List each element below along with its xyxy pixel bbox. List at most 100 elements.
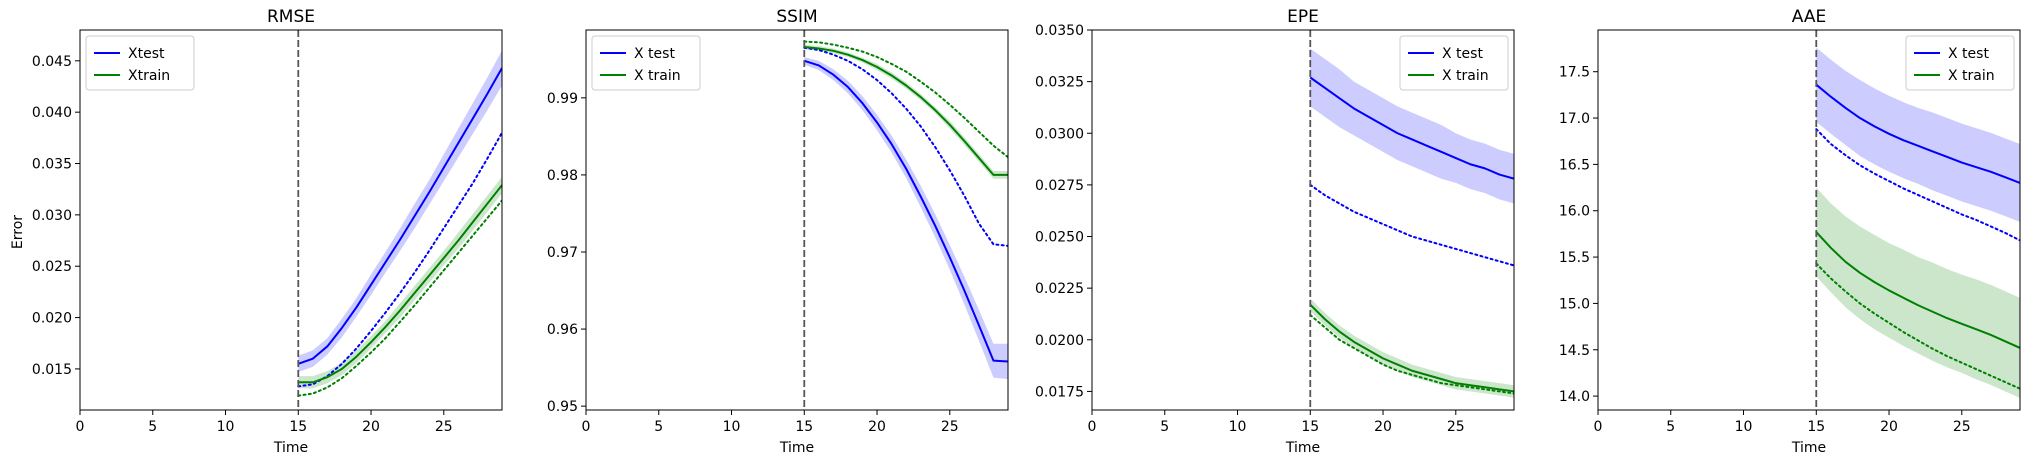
y-tick-label: 15.5 (1559, 250, 1590, 266)
y-tick-label: 0.0250 (1035, 230, 1084, 246)
chart-panel-rmse: 0 5 10 15 20 25 0.015 0.020 0.025 0.030 0.035 0.040… (32, 7, 503, 456)
plot-area (1309, 48, 1514, 398)
x-axis-label: Time (779, 440, 814, 456)
y-tick-label: 0.030 (32, 208, 72, 224)
dotted-series-line-3 (803, 40, 1008, 159)
plot-frame (1091, 29, 1515, 411)
y-tick-label: 0.98 (547, 168, 578, 184)
x-axis-label: Time (1285, 440, 1320, 456)
plot-area (1815, 47, 2020, 398)
x-tick-label: 5 (1666, 419, 1675, 435)
y-tick-label: 0.99 (547, 91, 578, 107)
y-tick-label: 14.0 (1559, 389, 1590, 405)
y-tick-label: 0.95 (547, 399, 578, 415)
dotted-series-line-1 (803, 46, 1008, 247)
x-tick-label: 0 (76, 419, 85, 435)
dotted-series-line-1 (1309, 183, 1514, 267)
x-axis-label: Time (1791, 440, 1826, 456)
y-tick-label: 16.5 (1559, 157, 1590, 173)
plot-area (297, 50, 502, 397)
x-tick-label: 20 (1880, 419, 1898, 435)
legend-box (1399, 35, 1509, 91)
x-tick-label: 25 (1953, 419, 1971, 435)
series-line-0 (803, 59, 1008, 363)
confidence-band-2 (298, 176, 502, 389)
x-tick-label: 20 (868, 419, 886, 435)
series-line-2 (1309, 303, 1514, 393)
legend-label: X test (634, 46, 675, 62)
plot-frame (1597, 29, 2021, 411)
x-tick-label: 10 (217, 419, 235, 435)
legend-label: X test (1948, 46, 1989, 62)
confidence-band-0 (298, 50, 502, 373)
y-tick-label: 0.96 (547, 322, 578, 338)
y-tick-label: 14.5 (1559, 343, 1590, 359)
dotted-series-line-3 (1309, 314, 1514, 395)
legend-box (85, 35, 195, 91)
legend-label: X test (1442, 46, 1483, 62)
y-tick-label: 0.0300 (1035, 126, 1084, 142)
y-tick-label: 0.045 (32, 54, 72, 70)
legend-label: Xtrain (128, 68, 170, 84)
plot-frame (79, 29, 503, 411)
y-tick-label: 16.0 (1559, 204, 1590, 220)
y-tick-label: 0.0200 (1035, 333, 1084, 349)
x-tick-label: 25 (941, 419, 959, 435)
series-line-0 (1815, 83, 2020, 184)
confidence-band-0 (1310, 48, 1514, 204)
y-tick-label: 17.5 (1559, 65, 1590, 81)
x-tick-label: 15 (289, 419, 307, 435)
y-tick-label: 0.0225 (1035, 281, 1084, 297)
series-line-2 (1815, 231, 2020, 349)
series-line-2 (804, 45, 1008, 176)
x-tick-label: 25 (435, 419, 453, 435)
confidence-band-2 (1310, 298, 1514, 398)
x-tick-label: 15 (795, 419, 813, 435)
legend-box (591, 35, 701, 91)
chart-panel-ssim: 0 5 10 15 20 25 0.95 0.96 0.97 0.98 0.99 Time SSIM X … (547, 7, 1009, 456)
y-axis-label: Error (10, 215, 26, 249)
x-tick-label: 15 (1807, 419, 1825, 435)
x-tick-label: 5 (148, 419, 157, 435)
y-tick-label: 0.020 (32, 311, 72, 327)
y-tick-label: 0.015 (32, 362, 72, 378)
legend: X test X train (1905, 35, 2015, 91)
x-tick-label: 0 (1088, 419, 1097, 435)
x-tick-label: 5 (654, 419, 663, 435)
legend-label: X train (634, 68, 681, 84)
series-line-0 (1309, 76, 1514, 180)
x-tick-label: 15 (1301, 419, 1319, 435)
legend-box (1905, 35, 2015, 91)
chart-panel-epe: 0 5 10 15 20 25 0.0175 0.0200 0.0225 0.0250 0.0275… (1035, 7, 1515, 456)
y-tick-label: 0.025 (32, 259, 72, 275)
plot-frame (585, 29, 1009, 411)
x-tick-label: 10 (1229, 419, 1247, 435)
legend-label: X train (1442, 68, 1489, 84)
dotted-series-line-3 (1815, 262, 2020, 390)
confidence-band-0 (1816, 47, 2020, 222)
x-tick-label: 25 (1447, 419, 1465, 435)
legend: X test X train (1399, 35, 1509, 91)
y-tick-label: 0.040 (32, 105, 72, 121)
series-line-2 (298, 184, 502, 384)
chart-panel-aae: 0 5 10 15 20 25 14.0 14.5 15.0 15.5 16.0 16.5 17.0 17… (1559, 7, 2021, 456)
y-tick-label: 0.0325 (1035, 75, 1084, 91)
confidence-band-2 (1816, 187, 2020, 398)
dotted-series-line-3 (297, 199, 502, 397)
y-tick-label: 0.0350 (1035, 23, 1084, 39)
y-tick-label: 0.0175 (1035, 384, 1084, 400)
series-line-0 (297, 67, 502, 365)
dotted-series-line-1 (297, 131, 502, 388)
x-tick-label: 5 (1160, 419, 1169, 435)
x-tick-label: 10 (723, 419, 741, 435)
chart-title: RMSE (267, 7, 315, 27)
y-tick-label: 17.0 (1559, 111, 1590, 127)
y-tick-label: 15.0 (1559, 296, 1590, 312)
x-tick-label: 20 (1374, 419, 1392, 435)
confidence-band-0 (804, 56, 1008, 380)
legend-label: Xtest (128, 46, 165, 62)
chart-title: SSIM (776, 7, 817, 27)
x-tick-label: 0 (582, 419, 591, 435)
dotted-series-line-1 (1815, 128, 2020, 242)
